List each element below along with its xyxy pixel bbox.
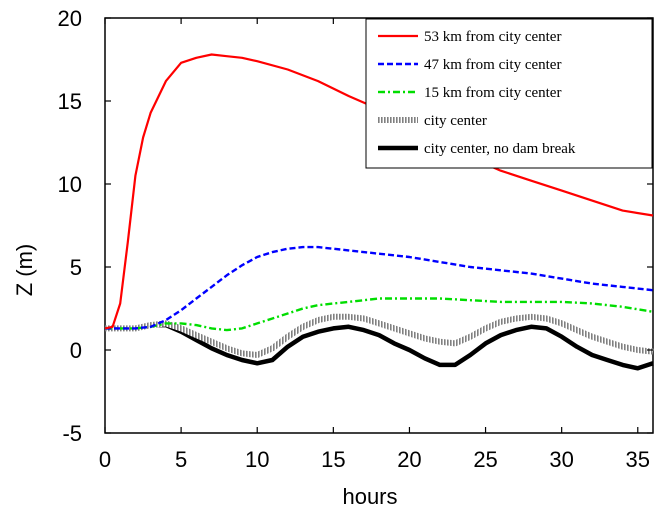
x-tick-label: 0 [99,447,111,472]
x-tick-label: 25 [473,447,497,472]
x-tick-label: 30 [549,447,573,472]
y-tick-label: 20 [58,6,82,31]
legend-box [365,18,653,169]
legend-label-0: 53 km from city center [424,29,561,45]
x-tick-label: 15 [321,447,345,472]
x-tick-label: 10 [245,447,269,472]
series-layer [104,53,654,371]
series-line-0 [104,53,654,330]
x-ticks: 0 5 10 15 20 25 30 35 [99,18,650,472]
series-line-3 [105,313,654,358]
x-tick-label: 35 [626,447,650,472]
x-tick-label: 20 [397,447,421,472]
legend-label-2: 15 km from city center [424,85,561,101]
legend-label-4: city center, no dam break [424,141,576,157]
y-ticks: -5 0 5 10 15 20 [58,6,653,446]
x-axis-label: hours [342,484,397,509]
y-axis-label: Z (m) [12,244,37,297]
legend-label-1: 47 km from city center [424,57,561,73]
series-line-2 [105,297,654,332]
legend: 53 km from city center 47 km from city ce… [365,18,653,169]
plot-area: 0 5 10 15 20 25 30 35 -5 0 5 10 15 20 [58,6,654,472]
y-tick-label: -5 [62,421,82,446]
series-line-1 [105,245,654,330]
legend-items: 53 km from city center 47 km from city ce… [378,29,576,157]
series-line-4 [105,322,654,371]
plot-frame [104,17,654,434]
legend-label-3: city center [424,113,487,129]
y-tick-label: 15 [58,89,82,114]
x-tick-label: 5 [175,447,187,472]
y-tick-label: 0 [70,338,82,363]
y-tick-label: 10 [58,172,82,197]
y-tick-label: 5 [70,255,82,280]
